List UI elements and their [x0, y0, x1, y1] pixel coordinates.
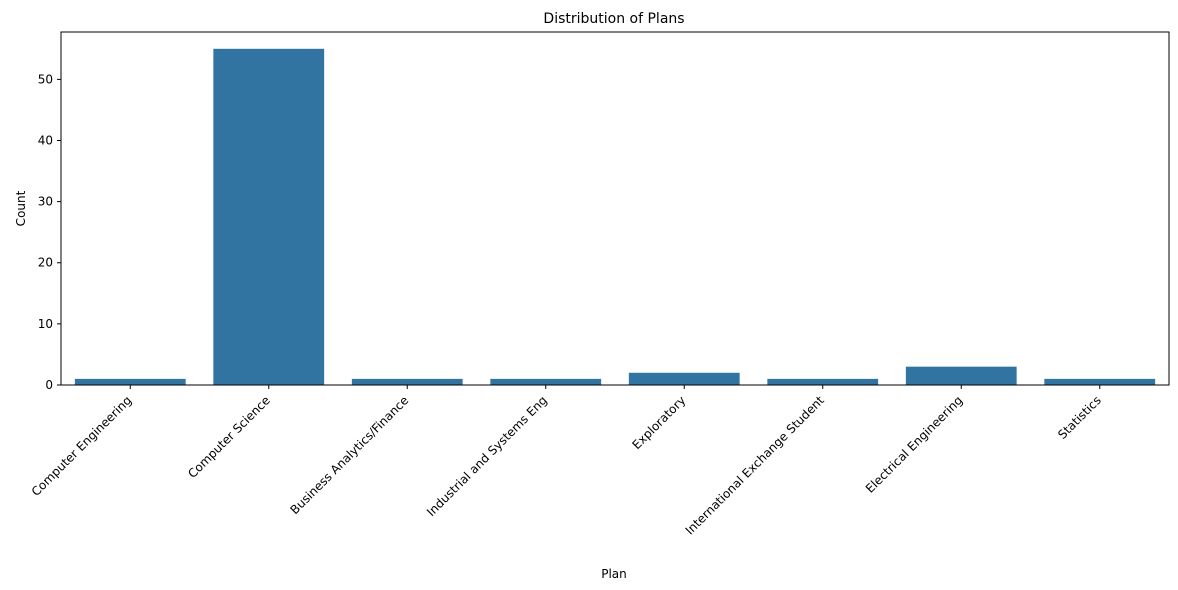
y-tick-label-4: 40	[38, 133, 53, 147]
x-tick-label-0: Computer Engineering	[29, 393, 135, 499]
bars-group	[74, 48, 1156, 386]
bar-3	[490, 378, 602, 385]
bar-6	[905, 366, 1017, 385]
bar-4	[628, 372, 740, 385]
x-axis: Computer Engineering Computer Science Busi…	[29, 385, 1104, 538]
y-tick-label-2: 20	[38, 256, 53, 270]
x-tick-label-6: Electrical Engineering	[863, 393, 966, 496]
bar-5	[767, 378, 879, 385]
x-tick-label-1: Computer Science	[185, 393, 273, 481]
x-tick-label-3: Industrial and Systems Eng	[424, 393, 550, 519]
y-axis: 0 10 20 30 40 50	[38, 72, 61, 392]
x-tick-label-7: Statistics	[1055, 393, 1104, 442]
y-tick-label-0: 0	[45, 378, 53, 392]
y-axis-label: Count	[14, 190, 28, 226]
x-tick-label-2: Business Analytics/Finance	[287, 393, 411, 517]
x-tick-label-5: International Exchange Student	[683, 393, 828, 538]
bar-7	[1044, 378, 1156, 385]
y-tick-label-5: 50	[38, 72, 53, 86]
bar-1	[213, 48, 325, 386]
bar-0	[74, 378, 186, 385]
plot-frame	[60, 31, 1170, 386]
y-tick-label-1: 10	[38, 317, 53, 331]
bar-2	[351, 378, 463, 385]
y-tick-label-3: 30	[38, 195, 53, 209]
x-tick-label-4: Exploratory	[629, 393, 688, 452]
x-axis-label: Plan	[601, 567, 627, 581]
chart-title: Distribution of Plans	[543, 11, 684, 27]
